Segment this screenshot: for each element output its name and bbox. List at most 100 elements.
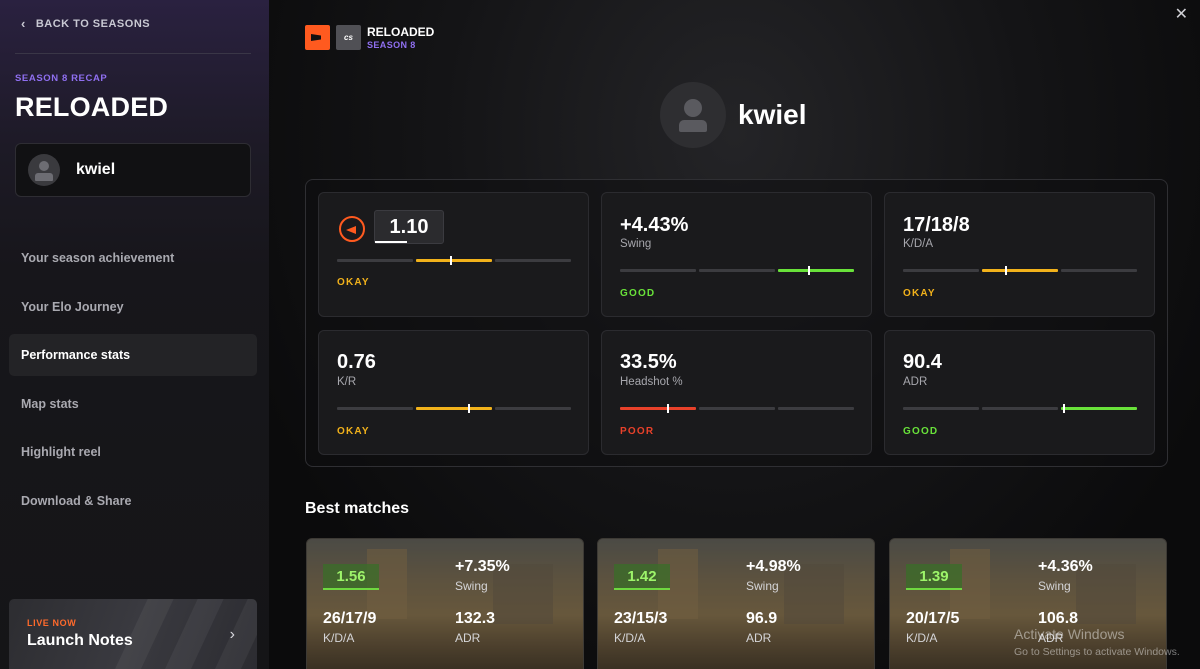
stat-card-headshot: 33.5% Headshot % POOR xyxy=(601,330,872,455)
live-now-label: LIVE NOW xyxy=(27,618,77,628)
stat-label: ADR xyxy=(903,376,928,388)
avatar-icon xyxy=(28,154,60,186)
stat-bar xyxy=(620,266,854,275)
stat-rating: OKAY xyxy=(337,277,370,288)
stat-label: Headshot % xyxy=(620,376,683,388)
back-to-seasons-button[interactable]: ‹ BACK TO SEASONS xyxy=(21,16,150,31)
nav-item-performance-stats[interactable]: Performance stats xyxy=(9,334,257,376)
back-label: BACK TO SEASONS xyxy=(35,17,151,30)
match-adr: 106.8 xyxy=(1038,610,1079,627)
best-match-card[interactable]: 1.56 +7.35% Swing 26/17/9 K/D/A 132.3 AD… xyxy=(306,538,584,669)
match-rating: 1.56 xyxy=(323,564,379,590)
player-name: kwiel xyxy=(738,99,807,130)
performance-stats-panel: 1.10 OKAY +4.43% Swing GOOD 17/18/8 K/D/… xyxy=(305,179,1168,467)
match-rating: 1.39 xyxy=(906,564,962,590)
sidebar-divider xyxy=(15,53,251,54)
stat-card-swing: +4.43% Swing GOOD xyxy=(601,192,872,317)
sidebar-nav: Your season achievement Your Elo Journey… xyxy=(9,237,257,528)
bar-segment xyxy=(778,407,854,410)
best-matches-title: Best matches xyxy=(305,500,410,517)
bar-segment xyxy=(778,266,854,275)
bar-segment xyxy=(416,256,492,265)
stat-rating: OKAY xyxy=(903,288,936,299)
match-kda-label: K/D/A xyxy=(323,631,355,645)
bar-marker xyxy=(467,404,470,413)
match-kda: 26/17/9 xyxy=(323,610,377,627)
nav-item-map-stats[interactable]: Map stats xyxy=(21,396,79,411)
player-hero: kwiel xyxy=(660,82,806,148)
match-adr: 132.3 xyxy=(455,610,496,627)
bar-segment xyxy=(982,407,1058,410)
match-rating: 1.42 xyxy=(614,564,670,590)
best-match-card[interactable]: 1.42 +4.98% Swing 23/15/3 K/D/A 96.9 ADR xyxy=(597,538,875,669)
stat-card-kda: 17/18/8 K/D/A OKAY xyxy=(884,192,1155,317)
match-swing-label: Swing xyxy=(746,579,779,593)
stat-rating: OKAY xyxy=(337,426,370,437)
bar-marker xyxy=(1062,404,1065,413)
nav-item-elo-journey[interactable]: Your Elo Journey xyxy=(21,299,124,314)
nav-item-download-share[interactable]: Download & Share xyxy=(21,493,132,508)
avatar-icon xyxy=(660,82,726,148)
season-brand: cs RELOADED SEASON 8 xyxy=(305,25,434,50)
stat-bar xyxy=(337,404,571,413)
match-kda-label: K/D/A xyxy=(614,631,646,645)
sidebar-title: RELOADED xyxy=(15,92,169,122)
bar-marker xyxy=(450,256,453,265)
launch-notes-card[interactable]: LIVE NOW Launch Notes › xyxy=(9,599,257,669)
stat-label: K/R xyxy=(337,376,357,388)
chevron-left-icon: ‹ xyxy=(21,16,26,31)
stat-value: 1.10 xyxy=(389,215,429,238)
user-card: kwiel xyxy=(15,143,251,197)
bar-segment xyxy=(337,407,413,410)
stat-label: Swing xyxy=(620,238,652,250)
season-recap-label: SEASON 8 RECAP xyxy=(15,73,108,84)
stat-value: 0.76 xyxy=(337,351,376,373)
bar-segment xyxy=(1061,269,1137,272)
match-swing: +4.98% xyxy=(746,558,801,575)
bar-segment xyxy=(620,269,696,272)
stat-bar xyxy=(337,256,571,265)
match-adr-label: ADR xyxy=(1038,631,1064,645)
bar-segment xyxy=(620,404,696,413)
stat-value: +4.43% xyxy=(620,214,689,236)
windows-watermark-subtitle: Go to Settings to activate Windows. xyxy=(1014,646,1180,658)
stat-bar xyxy=(903,404,1137,413)
bar-marker xyxy=(667,404,670,413)
match-kda: 20/17/5 xyxy=(906,610,960,627)
match-adr-label: ADR xyxy=(455,631,481,645)
match-swing-label: Swing xyxy=(455,579,488,593)
stat-card-adr: 90.4 ADR GOOD xyxy=(884,330,1155,455)
bar-segment xyxy=(495,259,571,262)
chevron-right-icon: › xyxy=(229,626,235,643)
stat-value: 90.4 xyxy=(903,351,942,373)
match-adr-label: ADR xyxy=(746,631,772,645)
sidebar: ‹ BACK TO SEASONS SEASON 8 RECAP RELOADE… xyxy=(0,0,269,669)
faceit-logo-icon xyxy=(305,25,330,50)
best-match-card[interactable]: 1.39 +4.36% Swing 20/17/5 K/D/A 106.8 AD… xyxy=(889,538,1167,669)
bar-segment xyxy=(903,407,979,410)
rating-value-box: 1.10 xyxy=(374,210,444,244)
bar-segment xyxy=(337,259,413,262)
nav-item-highlight-reel[interactable]: Highlight reel xyxy=(21,445,101,459)
match-swing: +4.36% xyxy=(1038,558,1093,575)
stat-value: 17/18/8 xyxy=(903,214,970,236)
match-swing: +7.35% xyxy=(455,558,510,575)
match-kda-label: K/D/A xyxy=(906,631,938,645)
bar-segment xyxy=(1061,404,1137,413)
stat-label: K/D/A xyxy=(903,238,934,250)
brand-title: RELOADED xyxy=(367,25,435,39)
stat-rating: POOR xyxy=(620,426,655,437)
faceit-rating-icon xyxy=(339,216,365,242)
close-icon[interactable]: ✕ xyxy=(1174,6,1188,23)
main-content: ✕ cs RELOADED SEASON 8 kwiel 1.10 OKA xyxy=(269,0,1200,669)
stat-value: 33.5% xyxy=(620,351,677,373)
bar-marker xyxy=(808,266,811,275)
bar-segment xyxy=(495,407,571,410)
stat-rating: GOOD xyxy=(620,288,656,299)
bar-segment xyxy=(699,407,775,410)
match-kda: 23/15/3 xyxy=(614,610,668,627)
nav-item-season-achievement[interactable]: Your season achievement xyxy=(21,251,175,265)
bar-segment xyxy=(416,404,492,413)
stat-card-kr: 0.76 K/R OKAY xyxy=(318,330,589,455)
